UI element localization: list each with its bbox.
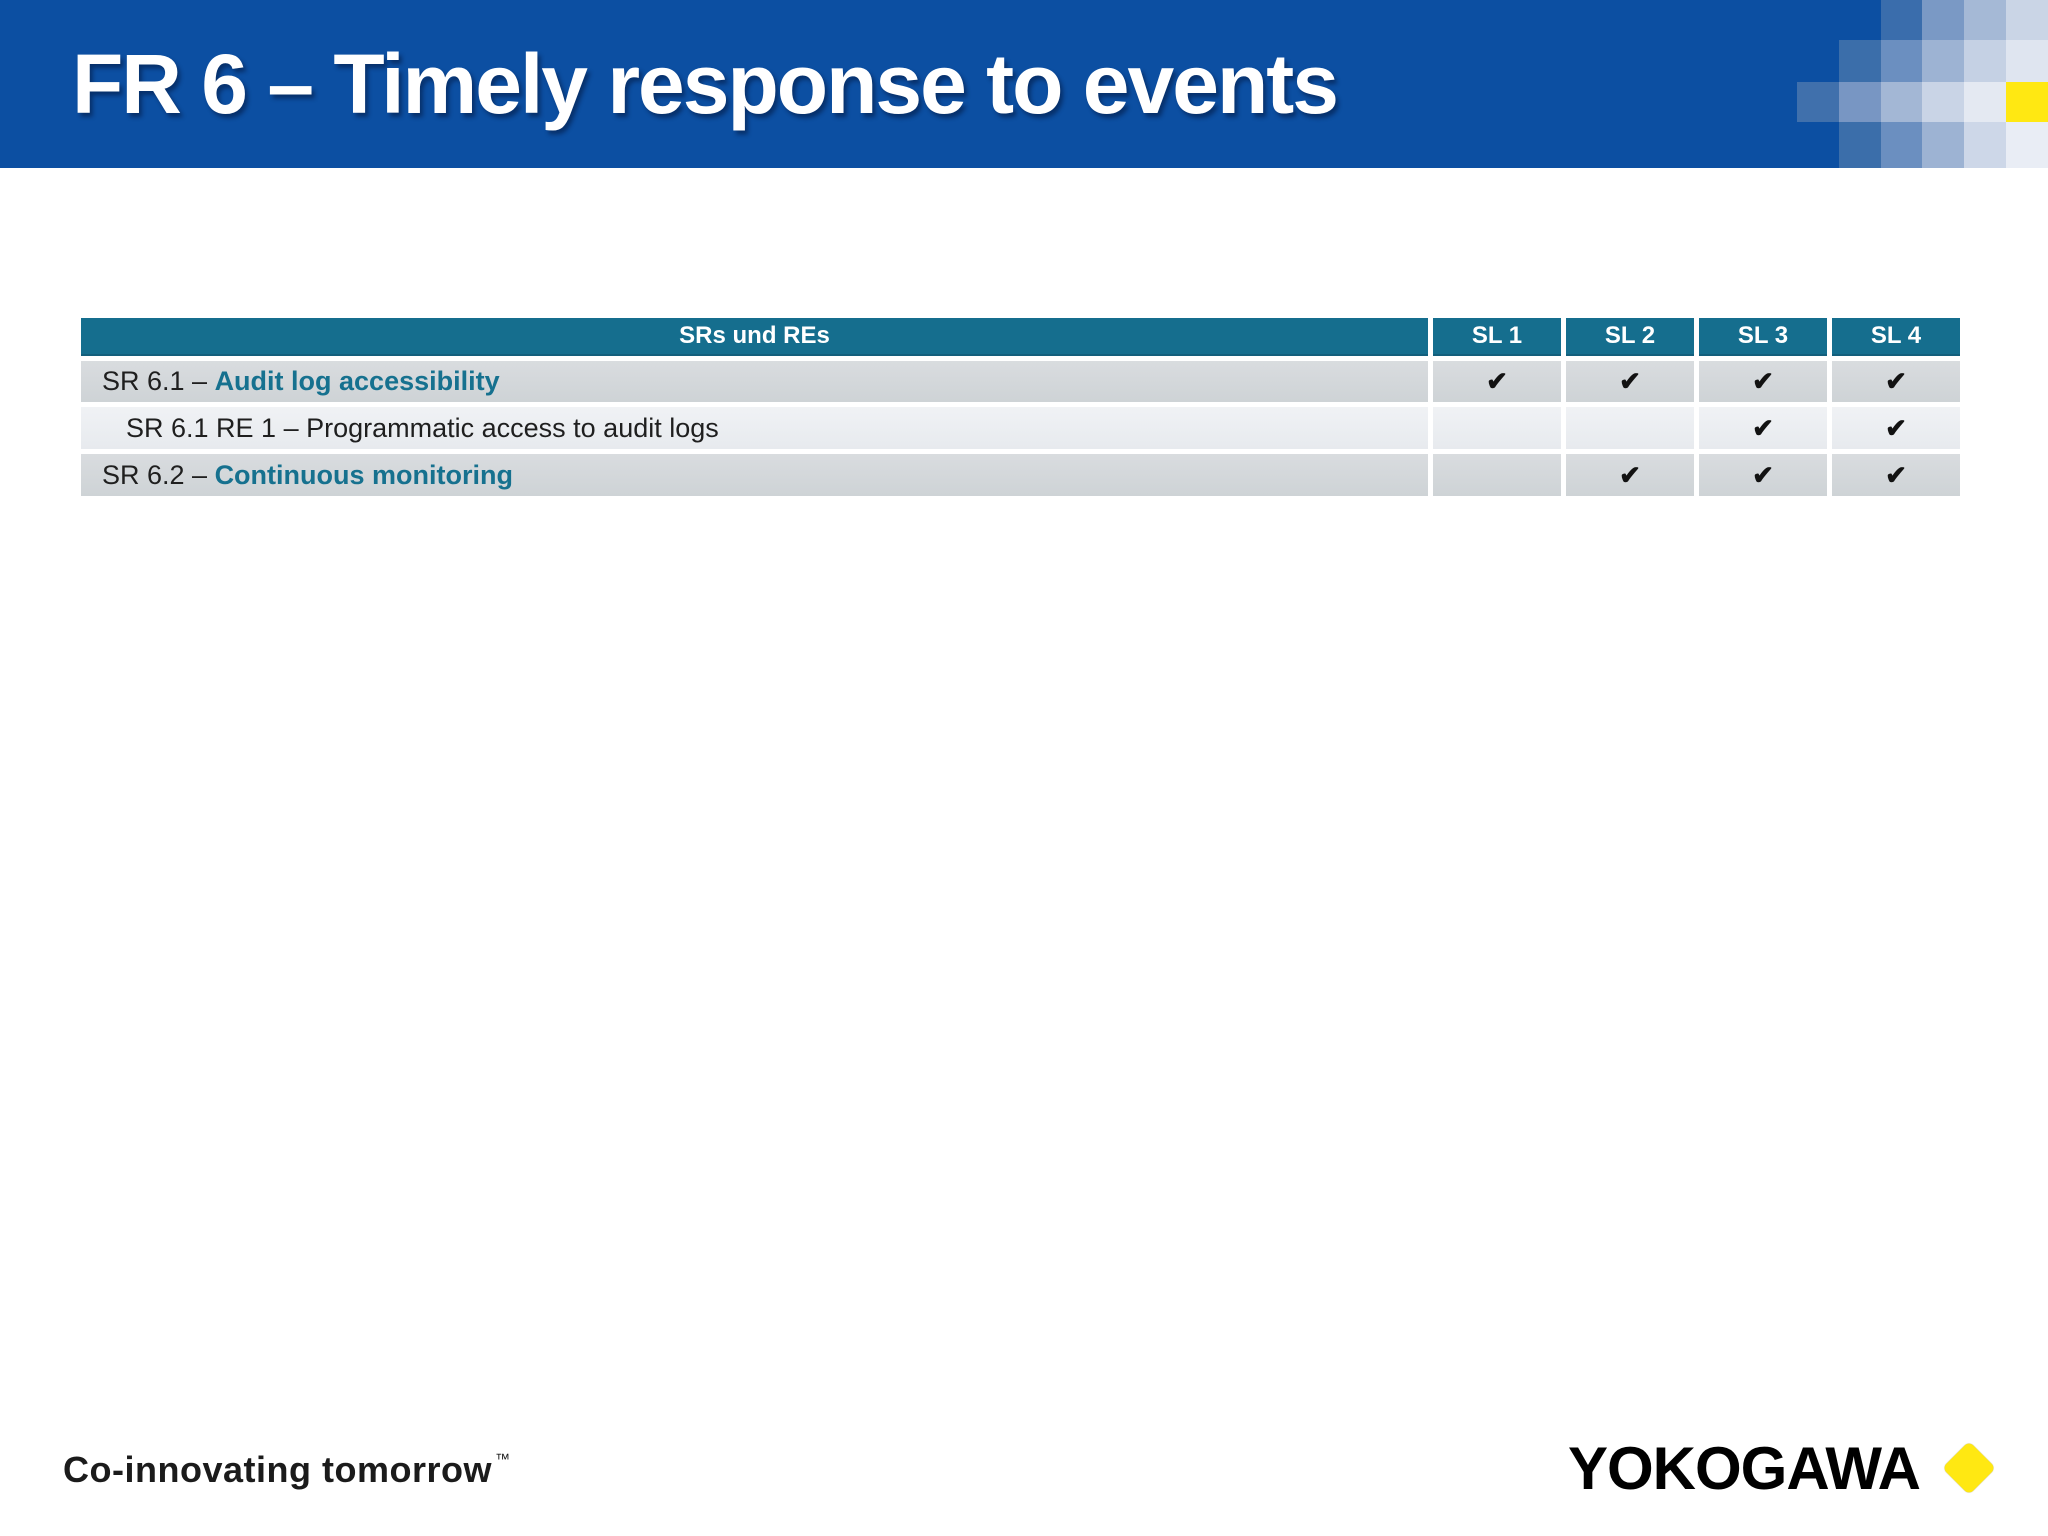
check-icon: ✔	[1619, 459, 1641, 490]
mosaic-cell	[2006, 40, 2048, 82]
table-header-sl2: SL 2	[1566, 318, 1694, 356]
mosaic-cell	[1964, 40, 2007, 82]
check-cell: ✔	[1433, 361, 1561, 402]
check-cell: ✔	[1699, 407, 1827, 449]
co-innovating-tomorrow-logo: Co-innovating tomorrow ™	[63, 1449, 510, 1491]
check-cell: ✔	[1832, 454, 1960, 496]
page-title: FR 6 – Timely response to events	[72, 36, 1339, 131]
mosaic-cell	[2006, 122, 2048, 168]
mosaic-cell	[1880, 82, 1923, 122]
mosaic-cell	[1797, 0, 1839, 40]
mosaic-cell	[1922, 0, 1965, 40]
yellow-diamond-icon	[1942, 1441, 1996, 1495]
trademark-symbol: ™	[494, 1451, 511, 1468]
row-label: SR 6.2 – Continuous monitoring	[81, 454, 1428, 496]
check-icon: ✔	[1486, 366, 1508, 396]
mosaic-cell	[1838, 40, 1881, 82]
row-label-emphasis: Audit log accessibility	[214, 366, 500, 396]
title-bar: FR 6 – Timely response to events	[0, 0, 2048, 168]
check-icon: ✔	[1752, 412, 1774, 443]
row-label-prefix: SR 6.2 –	[102, 459, 215, 490]
mosaic-cell	[1880, 40, 1923, 82]
row-label-prefix: SR 6.1 RE 1 – Programmatic access to aud…	[126, 412, 719, 443]
mosaic-cell	[1922, 122, 1965, 168]
check-cell: ✔	[1699, 454, 1827, 496]
check-cell: ✔	[1566, 361, 1694, 402]
mosaic-cell	[1964, 0, 2007, 40]
mosaic-cell	[1964, 82, 2007, 122]
check-cell: ✔	[1699, 361, 1827, 402]
mosaic-cell	[1964, 122, 2007, 168]
check-icon: ✔	[1885, 412, 1907, 443]
check-icon: ✔	[1752, 366, 1774, 396]
check-icon: ✔	[1885, 366, 1907, 396]
check-cell: ✔	[1566, 454, 1694, 496]
brand-name: YOKOGAWA	[1567, 1434, 1921, 1502]
row-label: SR 6.1 – Audit log accessibility	[81, 361, 1428, 402]
mosaic-cell	[1797, 122, 1839, 168]
table-header-sl3: SL 3	[1699, 318, 1827, 356]
check-cell: ✔	[1832, 361, 1960, 402]
mosaic-cell	[1838, 82, 1881, 122]
row-label-prefix: SR 6.1 –	[102, 366, 215, 396]
row-label-emphasis: Continuous monitoring	[214, 459, 513, 490]
empty-cell	[1566, 407, 1694, 449]
mosaic-cell	[1838, 122, 1881, 168]
row-label: SR 6.1 RE 1 – Programmatic access to aud…	[81, 407, 1428, 449]
mosaic-cell	[1797, 82, 1839, 122]
table-header-sl4: SL 4	[1832, 318, 1960, 356]
mosaic-cell	[1880, 122, 1923, 168]
empty-cell	[1433, 454, 1561, 496]
yokogawa-logo: YOKOGAWA	[1568, 1435, 1996, 1502]
mosaic-cell	[2006, 82, 2048, 122]
check-icon: ✔	[1885, 459, 1907, 490]
tagline-text: Co-innovating tomorrow	[63, 1449, 492, 1490]
mosaic-cell	[2006, 0, 2048, 40]
empty-cell	[1433, 407, 1561, 449]
pixel-mosaic-decoration	[1797, 0, 2048, 168]
table-header-sl1: SL 1	[1433, 318, 1561, 356]
mosaic-cell	[1797, 40, 1839, 82]
check-cell: ✔	[1832, 407, 1960, 449]
mosaic-cell	[1922, 82, 1965, 122]
security-levels-table: SRs und REs SL 1 SL 2 SL 3 SL 4 SR 6.1 – Audi…	[81, 318, 1960, 496]
table-header-srs-res: SRs und REs	[81, 318, 1428, 356]
mosaic-cell	[1839, 0, 1881, 40]
check-icon: ✔	[1752, 459, 1774, 490]
mosaic-cell	[1922, 40, 1965, 82]
mosaic-cell	[1880, 0, 1923, 40]
check-icon: ✔	[1619, 366, 1641, 396]
